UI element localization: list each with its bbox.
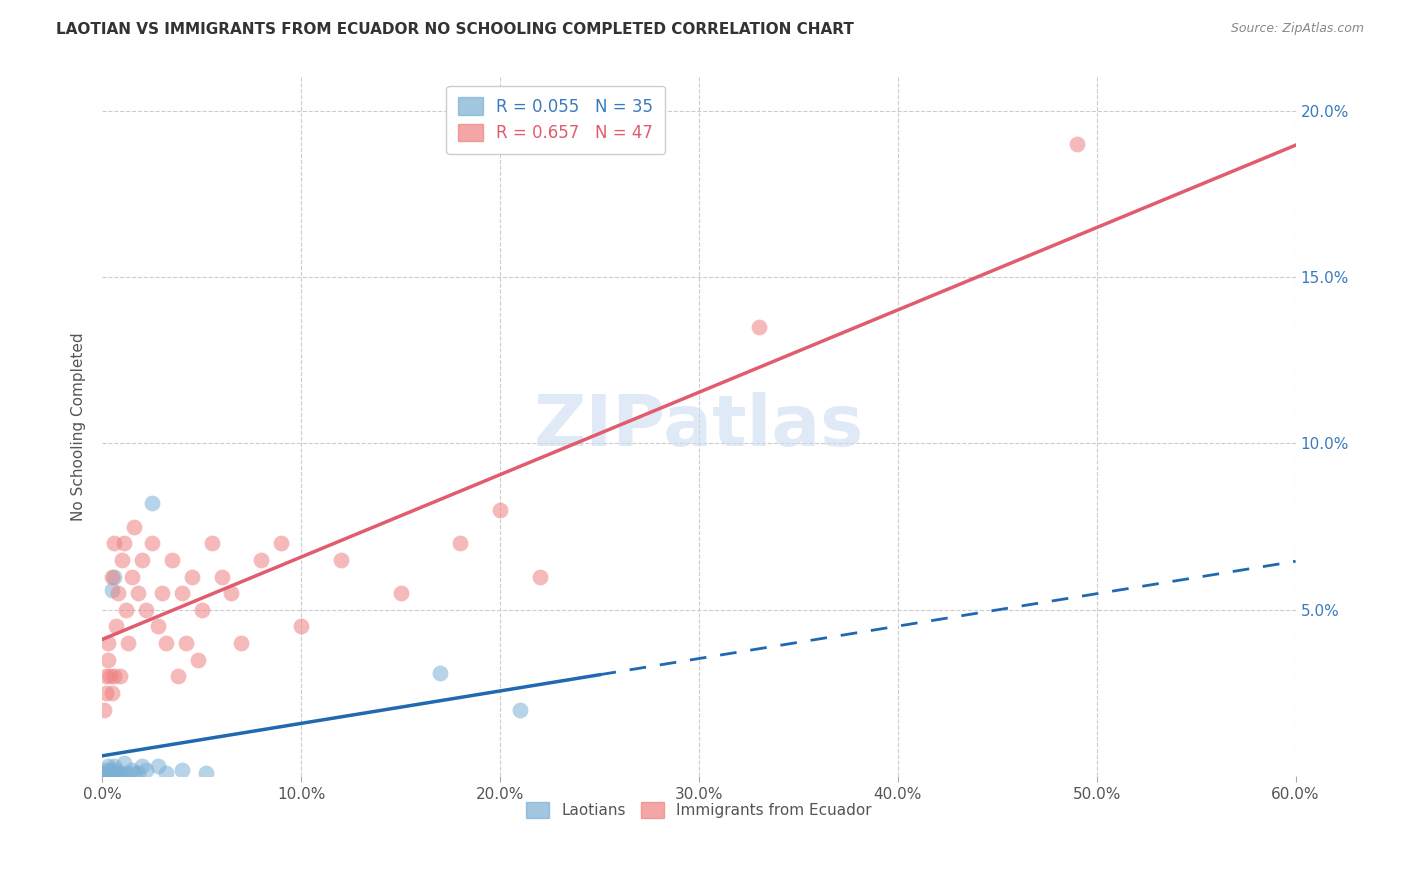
Point [122,519,145,533]
Point [96,765,118,780]
Point [174,636,197,650]
Point [105,763,128,777]
Point [103,569,125,583]
Point [1066,136,1088,151]
Point [101,765,124,780]
Point [429,666,451,681]
Point [146,619,169,633]
Point [290,619,312,633]
Point [107,769,129,783]
Point [194,765,217,780]
Point [93,765,115,780]
Point [105,619,128,633]
Text: ZIPatlas: ZIPatlas [534,392,863,461]
Point [121,569,143,583]
Point [141,536,163,550]
Point [105,765,128,780]
Point [96,669,118,683]
Point [103,536,125,550]
Point [111,553,134,567]
Point [101,686,124,700]
Point [146,759,169,773]
Point [155,636,177,650]
Point [509,703,531,717]
Point [329,553,352,567]
Point [127,586,149,600]
Point [180,569,202,583]
Point [101,582,124,597]
Point [122,765,145,780]
Point [93,769,115,783]
Point [141,496,163,510]
Y-axis label: No Schooling Completed: No Schooling Completed [72,333,86,521]
Point [211,569,233,583]
Point [107,586,129,600]
Point [103,669,125,683]
Point [101,569,124,583]
Point [170,586,193,600]
Point [98,769,121,783]
Point [270,536,292,550]
Point [112,536,135,550]
Point [115,765,138,780]
Point [103,759,125,773]
Point [160,553,183,567]
Point [250,553,273,567]
Point [97,765,120,780]
Point [135,603,157,617]
Point [108,765,131,780]
Point [97,769,120,783]
Point [98,765,121,780]
Point [115,603,138,617]
Point [97,636,120,650]
Point [97,653,120,667]
Point [117,636,139,650]
Point [155,765,177,780]
Text: Source: ZipAtlas.com: Source: ZipAtlas.com [1230,22,1364,36]
Point [135,763,157,777]
Point [190,603,212,617]
Point [108,669,131,683]
Point [101,769,124,783]
Point [131,553,153,567]
Legend: Laotians, Immigrants from Ecuador: Laotians, Immigrants from Ecuador [520,797,877,824]
Point [112,756,135,770]
Point [121,763,143,777]
Point [748,320,770,334]
Point [150,586,173,600]
Text: LAOTIAN VS IMMIGRANTS FROM ECUADOR NO SCHOOLING COMPLETED CORRELATION CHART: LAOTIAN VS IMMIGRANTS FROM ECUADOR NO SC… [56,22,853,37]
Point [449,536,471,550]
Point [489,503,512,517]
Point [98,763,121,777]
Point [93,703,115,717]
Point [170,763,193,777]
Point [96,763,118,777]
Point [221,586,243,600]
Point [96,686,118,700]
Point [131,759,153,773]
Point [96,769,118,783]
Point [187,653,209,667]
Point [389,586,412,600]
Point [201,536,224,550]
Point [127,765,149,780]
Point [98,669,121,683]
Point [231,636,253,650]
Point [111,769,134,783]
Point [97,759,120,773]
Point [529,569,551,583]
Point [166,669,188,683]
